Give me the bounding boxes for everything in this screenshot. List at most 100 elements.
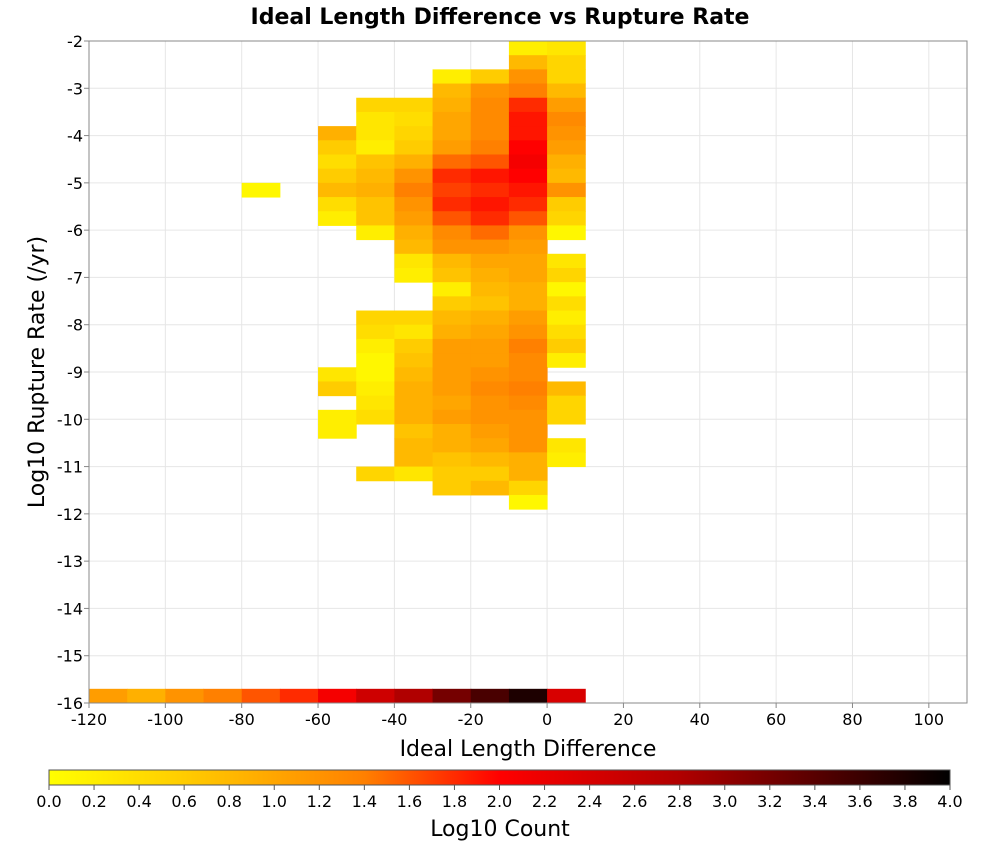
heatmap-cell [241, 182, 281, 198]
heatmap-cell [394, 154, 434, 170]
heatmap-cell [547, 211, 586, 226]
heatmap-cell [508, 55, 548, 70]
heatmap-cell [508, 395, 548, 411]
heatmap-cell [432, 338, 472, 354]
x-tick-label: 60 [766, 710, 786, 729]
heatmap-cell [394, 324, 434, 340]
heatmap-cell [356, 182, 395, 198]
heatmap-cell [470, 296, 510, 312]
heatmap-cell [470, 225, 510, 241]
heatmap-cell [394, 267, 434, 283]
y-tick-label: -3 [67, 79, 83, 98]
x-axis-label: Ideal Length Difference [400, 737, 657, 762]
heatmap-cell [547, 353, 586, 368]
colorbar-tick-label: 0.2 [81, 792, 106, 811]
colorbar-tick-label: 0.6 [171, 792, 196, 811]
heatmap-cell [508, 239, 548, 255]
heatmap-cell [547, 83, 586, 99]
heatmap-cell [394, 197, 434, 212]
x-tick-label: 100 [914, 710, 945, 729]
colorbar-tick-label: 2.0 [487, 792, 512, 811]
heatmap-cell [394, 367, 434, 382]
heatmap-cell [508, 494, 548, 510]
heatmap-cell [432, 253, 472, 269]
y-tick-label: -11 [57, 458, 83, 477]
heatmap-cell [432, 480, 472, 496]
heatmap-cell [470, 480, 510, 496]
heatmap-cell [470, 353, 510, 368]
heatmap-cell [356, 111, 395, 127]
heatmap-cell [318, 154, 357, 170]
colorbar-tick-label: 2.2 [532, 792, 557, 811]
colorbar-ticks: 0.0 0.2 0.4 0.6 0.8 1.0 1.2 1.4 1.6 1.8 2.0 2.2 2.4 2… [36, 785, 963, 811]
heatmap-cell [432, 367, 472, 382]
heatmap-cell [547, 409, 586, 425]
heatmap-cell [508, 267, 548, 283]
heatmap-cell [508, 97, 548, 113]
heatmap-cell [508, 225, 548, 241]
heatmap-cell [547, 395, 586, 411]
heatmap-cell [470, 324, 510, 340]
heatmap-cell [318, 140, 357, 155]
heatmap-cell [318, 381, 357, 397]
heatmap-cell [356, 168, 395, 184]
heatmap-cell [508, 211, 548, 226]
heatmap-cell [508, 688, 548, 704]
colorbar-tick-label: 3.8 [892, 792, 917, 811]
heatmap-cell [508, 353, 548, 368]
x-tick-label: 80 [842, 710, 862, 729]
heatmap-cell [394, 688, 434, 704]
heatmap-cell [432, 395, 472, 411]
heatmap-cell [318, 168, 357, 184]
heatmap-cell [470, 438, 510, 453]
heatmap-cell [394, 424, 434, 439]
heatmap-cell [470, 69, 510, 85]
heatmap-cell [547, 154, 586, 170]
heatmap-cell [508, 424, 548, 439]
heatmap-cell [470, 310, 510, 326]
heatmap-cell [547, 41, 586, 56]
heatmap-cell [432, 168, 472, 184]
heatmap-cell [279, 688, 319, 704]
heatmap-cell [394, 310, 434, 326]
heatmap-cell [547, 310, 586, 326]
y-tick-label: -4 [67, 127, 83, 146]
heatmap-cell [508, 324, 548, 340]
heatmap-cell [432, 225, 472, 241]
heatmap-cell [547, 381, 586, 397]
heatmap-cell [470, 338, 510, 354]
colorbar-tick-label: 3.4 [802, 792, 827, 811]
heatmap-cell [432, 154, 472, 170]
heatmap-cell [470, 267, 510, 283]
x-tick-label: -80 [229, 710, 255, 729]
colorbar-tick-label: 1.2 [307, 792, 332, 811]
colorbar-tick-label: 0.4 [126, 792, 151, 811]
heatmap-cell [356, 353, 395, 368]
y-tick-label: -6 [67, 221, 83, 240]
heatmap-cell [508, 83, 548, 99]
colorbar-tick-label: 0.8 [216, 792, 241, 811]
heatmap-cell [127, 688, 166, 704]
heatmap-cell [547, 324, 586, 340]
heatmap-cell [470, 111, 510, 127]
heatmap-cell [356, 154, 395, 170]
heatmap-cell [432, 211, 472, 226]
heatmap-cell [394, 225, 434, 241]
heatmap-cell [508, 111, 548, 127]
heatmap-cell [547, 688, 586, 704]
heatmap-cell [203, 688, 243, 704]
colorbar-tick-label: 3.0 [712, 792, 737, 811]
heatmap-cell [394, 338, 434, 354]
heatmap-cell [432, 452, 472, 468]
heatmap-cell [547, 111, 586, 127]
heatmap-cell [394, 395, 434, 411]
heatmap-cell [432, 83, 472, 99]
heatmap-cell [508, 41, 548, 56]
y-tick-label: -10 [57, 410, 83, 429]
heatmap-cell [470, 367, 510, 382]
colorbar-tick-label: 2.6 [622, 792, 647, 811]
heatmap-cell [432, 282, 472, 297]
heatmap-cell [470, 97, 510, 113]
heatmap-cell [394, 438, 434, 453]
heatmap-cell [470, 395, 510, 411]
